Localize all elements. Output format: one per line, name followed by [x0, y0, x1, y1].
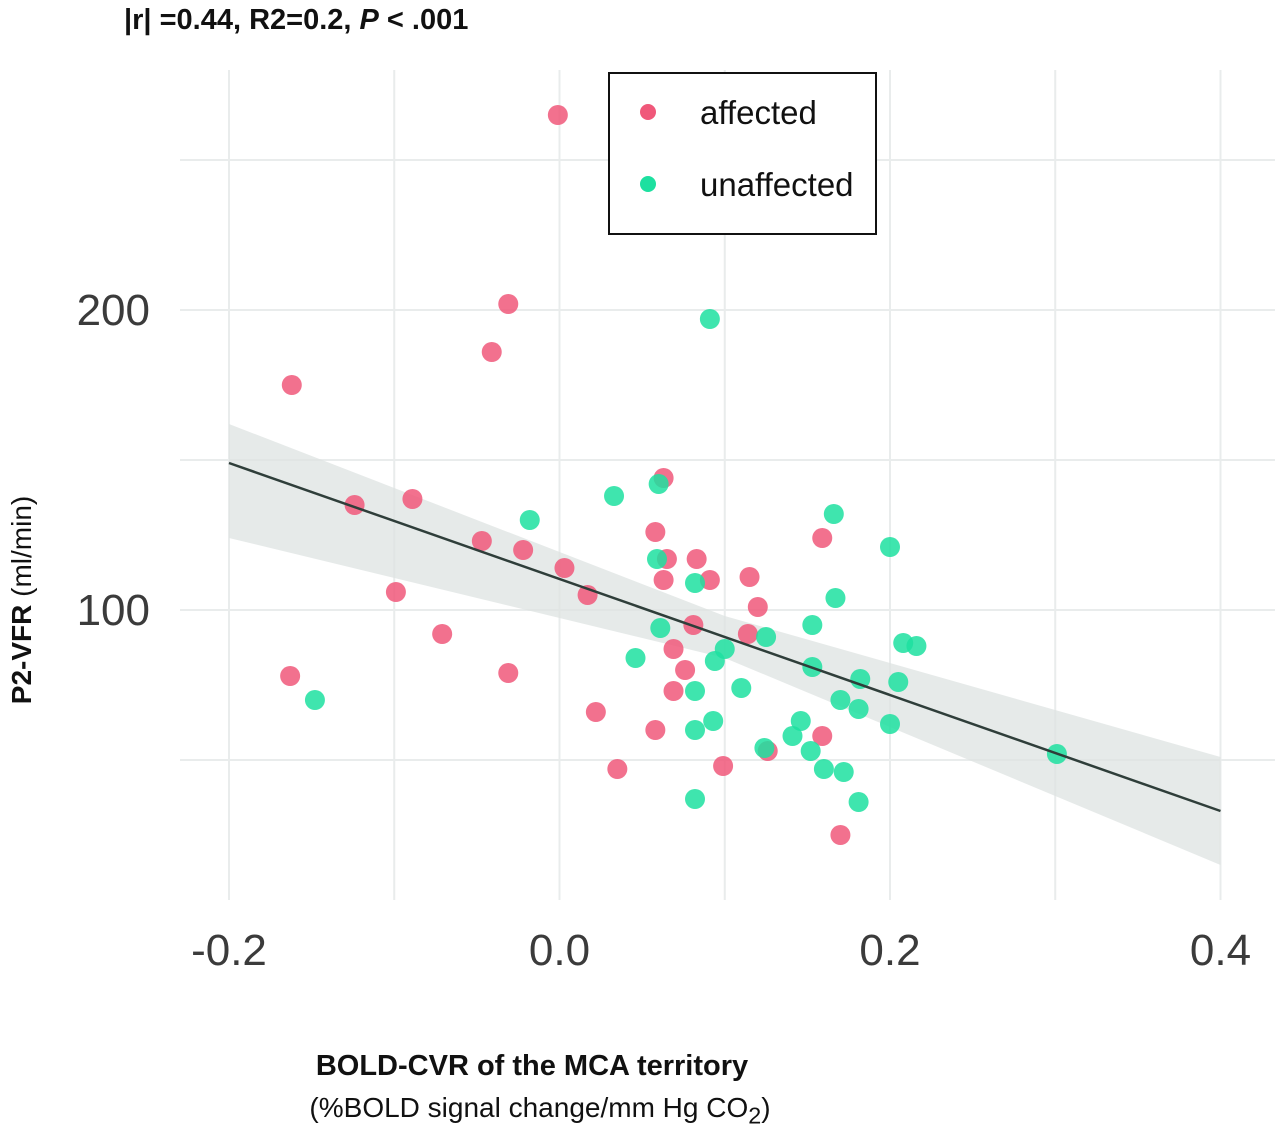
data-point-unaffected: [833, 762, 854, 782]
x-tick-label: -0.2: [191, 926, 267, 975]
data-point-affected: [471, 531, 492, 551]
data-point-unaffected: [604, 486, 625, 506]
data-point-unaffected: [782, 726, 803, 746]
data-point-affected: [686, 549, 707, 569]
data-point-unaffected: [830, 690, 851, 710]
legend-box: [608, 72, 877, 235]
y-axis-label: P2-VFR: [6, 604, 37, 705]
data-point-affected: [585, 702, 606, 722]
data-point-unaffected: [813, 759, 834, 779]
y-axis-title: P2-VFR (ml/min): [6, 496, 38, 704]
legend: affected unaffected: [608, 72, 877, 235]
data-point-unaffected: [704, 651, 725, 671]
data-point-unaffected: [823, 504, 844, 524]
data-point-affected: [402, 489, 423, 509]
data-point-unaffected: [756, 627, 777, 647]
stats-annotation: |r| =0.44, R2=0.2, P < .001: [124, 4, 468, 37]
data-point-affected: [663, 681, 684, 701]
x-axis-subtitle-text: (%BOLD signal change/mm Hg CO: [309, 1092, 749, 1123]
data-point-unaffected: [906, 636, 927, 656]
legend-label-unaffected: unaffected: [700, 166, 854, 203]
data-point-unaffected: [790, 711, 811, 731]
data-point-unaffected: [848, 699, 869, 719]
stats-prefix: |r| =0.44, R2=0.2,: [124, 4, 360, 36]
data-point-affected: [739, 567, 760, 587]
data-point-affected: [830, 825, 851, 845]
data-point-affected: [498, 663, 519, 683]
legend-marker-unaffected: [640, 176, 656, 192]
data-point-unaffected: [880, 537, 900, 557]
tick-labels: -0.2 0.0 0.2 0.4 100 200: [77, 286, 1252, 975]
data-point-affected: [737, 624, 758, 644]
y-tick-label: 200: [77, 286, 150, 335]
data-point-affected: [713, 756, 734, 776]
data-point-unaffected: [880, 714, 900, 734]
regression-line: [228, 461, 1221, 813]
data-point-unaffected: [685, 789, 706, 809]
data-point-unaffected: [304, 690, 325, 710]
legend-marker-affected: [640, 104, 656, 120]
data-point-affected: [663, 639, 684, 659]
x-axis-subtitle: (%BOLD signal change/mm Hg CO2): [0, 1092, 1080, 1130]
data-point-unaffected: [888, 672, 909, 692]
x-tick-label: 0.4: [1190, 926, 1251, 975]
data-point-unaffected: [685, 681, 706, 701]
p-value: < .001: [378, 4, 469, 36]
data-point-unaffected: [646, 549, 667, 569]
data-point-unaffected: [800, 741, 821, 761]
y-axis-unit: (ml/min): [6, 495, 37, 605]
data-point-unaffected: [699, 309, 720, 329]
x-tick-label: 0.0: [529, 926, 590, 975]
x-axis-subscript: 2: [748, 1102, 762, 1129]
data-point-affected: [645, 522, 666, 542]
data-point-affected: [481, 342, 502, 362]
p-symbol: P: [359, 4, 379, 36]
data-point-affected: [554, 558, 575, 578]
data-point-unaffected: [685, 720, 706, 740]
data-point-affected: [747, 597, 768, 617]
data-point-affected: [280, 666, 301, 686]
data-point-unaffected: [648, 474, 669, 494]
data-point-unaffected: [519, 510, 540, 530]
x-axis-title: BOLD-CVR of the MCA territory: [315, 1050, 749, 1082]
data-point-unaffected: [650, 618, 671, 638]
data-point-unaffected: [802, 615, 823, 635]
data-point-unaffected: [731, 678, 752, 698]
x-axis-subtitle-end: ): [761, 1092, 771, 1123]
data-point-unaffected: [703, 711, 724, 731]
data-point-affected: [498, 294, 519, 314]
data-point-affected: [699, 570, 720, 590]
data-point-affected: [812, 726, 833, 746]
data-point-affected: [513, 540, 534, 560]
data-point-unaffected: [825, 588, 846, 608]
data-point-affected: [281, 375, 302, 395]
data-point-unaffected: [848, 792, 869, 812]
data-point-affected: [812, 528, 833, 548]
x-tick-label: 0.2: [859, 926, 920, 975]
data-point-unaffected: [754, 738, 775, 758]
data-point-affected: [675, 660, 696, 680]
data-points: [280, 105, 1067, 845]
data-point-affected: [645, 720, 666, 740]
data-point-affected: [385, 582, 406, 602]
data-point-affected: [653, 570, 674, 590]
data-point-affected: [547, 105, 568, 125]
data-point-affected: [432, 624, 453, 644]
data-point-unaffected: [625, 648, 646, 668]
regression-line-layer: [228, 461, 1221, 813]
data-point-unaffected: [685, 573, 706, 593]
data-point-affected: [607, 759, 628, 779]
y-tick-label: 100: [77, 586, 150, 635]
legend-label-affected: affected: [700, 94, 817, 131]
